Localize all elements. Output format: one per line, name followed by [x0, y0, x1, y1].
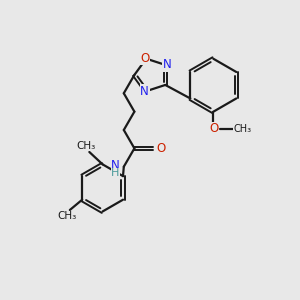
Text: N: N — [140, 85, 149, 98]
Text: CH₃: CH₃ — [57, 212, 76, 221]
Text: CH₃: CH₃ — [234, 124, 252, 134]
Text: N: N — [111, 159, 120, 172]
Text: O: O — [140, 52, 149, 64]
Text: O: O — [209, 122, 218, 135]
Text: CH₃: CH₃ — [77, 140, 96, 151]
Text: N: N — [162, 58, 171, 71]
Text: H: H — [111, 168, 120, 178]
Text: O: O — [156, 142, 166, 155]
